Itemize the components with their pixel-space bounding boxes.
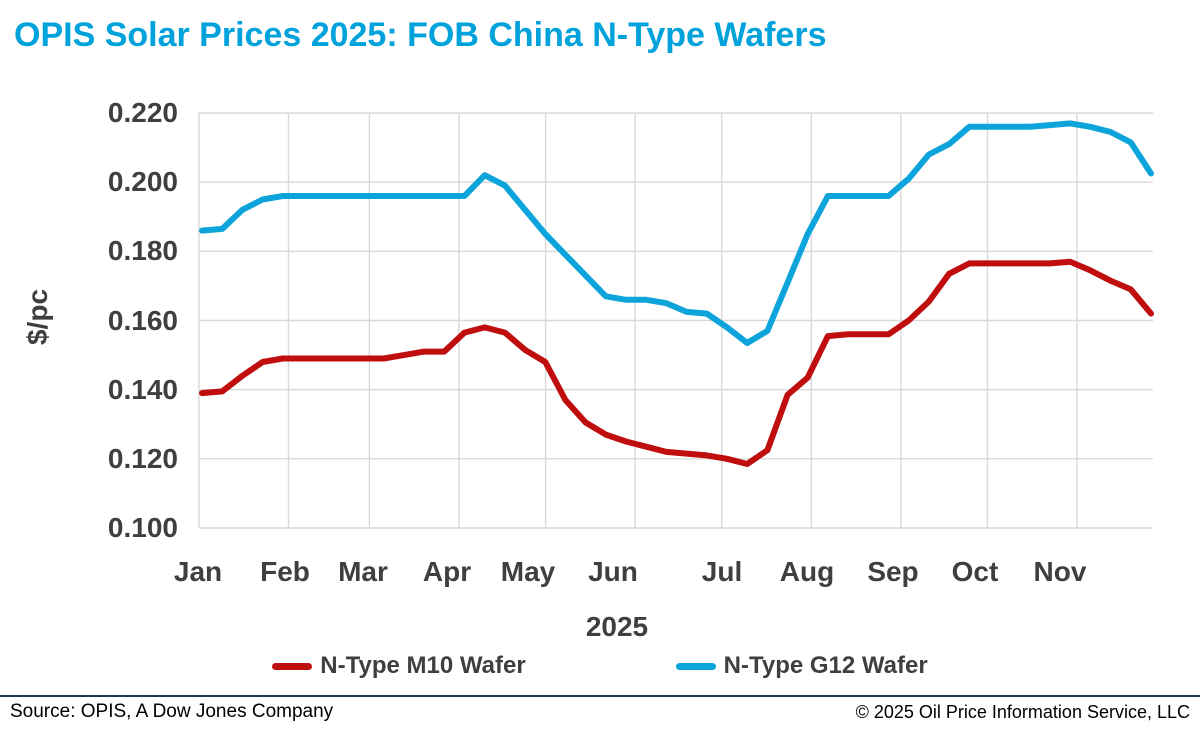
x-month-label: Mar: [338, 556, 388, 587]
y-tick-label: 0.200: [107, 166, 178, 198]
legend-swatch-m10-line: [272, 662, 313, 670]
y-tick-label: 0.220: [107, 97, 178, 128]
x-month-label: Oct: [951, 556, 999, 587]
x-month-label: Nov: [1033, 556, 1087, 587]
legend-item-g12: N-Type G12 Wafer: [675, 652, 928, 680]
footer-copyright: © 2025 Oil Price Information Service, LL…: [855, 702, 1190, 722]
x-month-label: Jun: [588, 556, 638, 587]
x-month-label: May: [500, 556, 556, 587]
legend: N-Type M10 Wafer N-Type G12 Wafer: [0, 652, 1200, 680]
legend-label-m10: N-Type M10 Wafer: [320, 652, 526, 679]
y-tick-label: 0.180: [107, 235, 178, 267]
x-month-label: Sep: [867, 556, 919, 587]
footer-divider: [0, 695, 1200, 697]
footer-source: Source: OPIS, A Dow Jones Company: [10, 701, 334, 722]
y-tick-label: 0.140: [107, 373, 178, 405]
legend-label-g12: N-Type G12 Wafer: [723, 652, 928, 679]
series-line-n-type-g12-wafer: [199, 120, 1154, 346]
legend-swatch-g12-line: [675, 662, 716, 670]
y-tick-label: 0.100: [107, 512, 178, 543]
legend-item-m10: N-Type M10 Wafer: [272, 652, 526, 680]
x-month-label: Jul: [701, 556, 743, 587]
y-tick-label: 0.160: [107, 304, 178, 336]
x-month-label: Aug: [779, 556, 835, 587]
y-axis-title: $/pc: [22, 288, 53, 346]
x-month-label: Apr: [422, 556, 472, 587]
chart-title: OPIS Solar Prices 2025: FOB China N-Type…: [14, 16, 827, 54]
y-tick-label: 0.120: [107, 442, 178, 474]
x-month-label: Jan: [173, 556, 223, 587]
x-month-label: Feb: [260, 556, 310, 587]
series-line-n-type-m10-wafer: [199, 258, 1154, 467]
x-axis-year-label: 2025: [585, 611, 649, 642]
